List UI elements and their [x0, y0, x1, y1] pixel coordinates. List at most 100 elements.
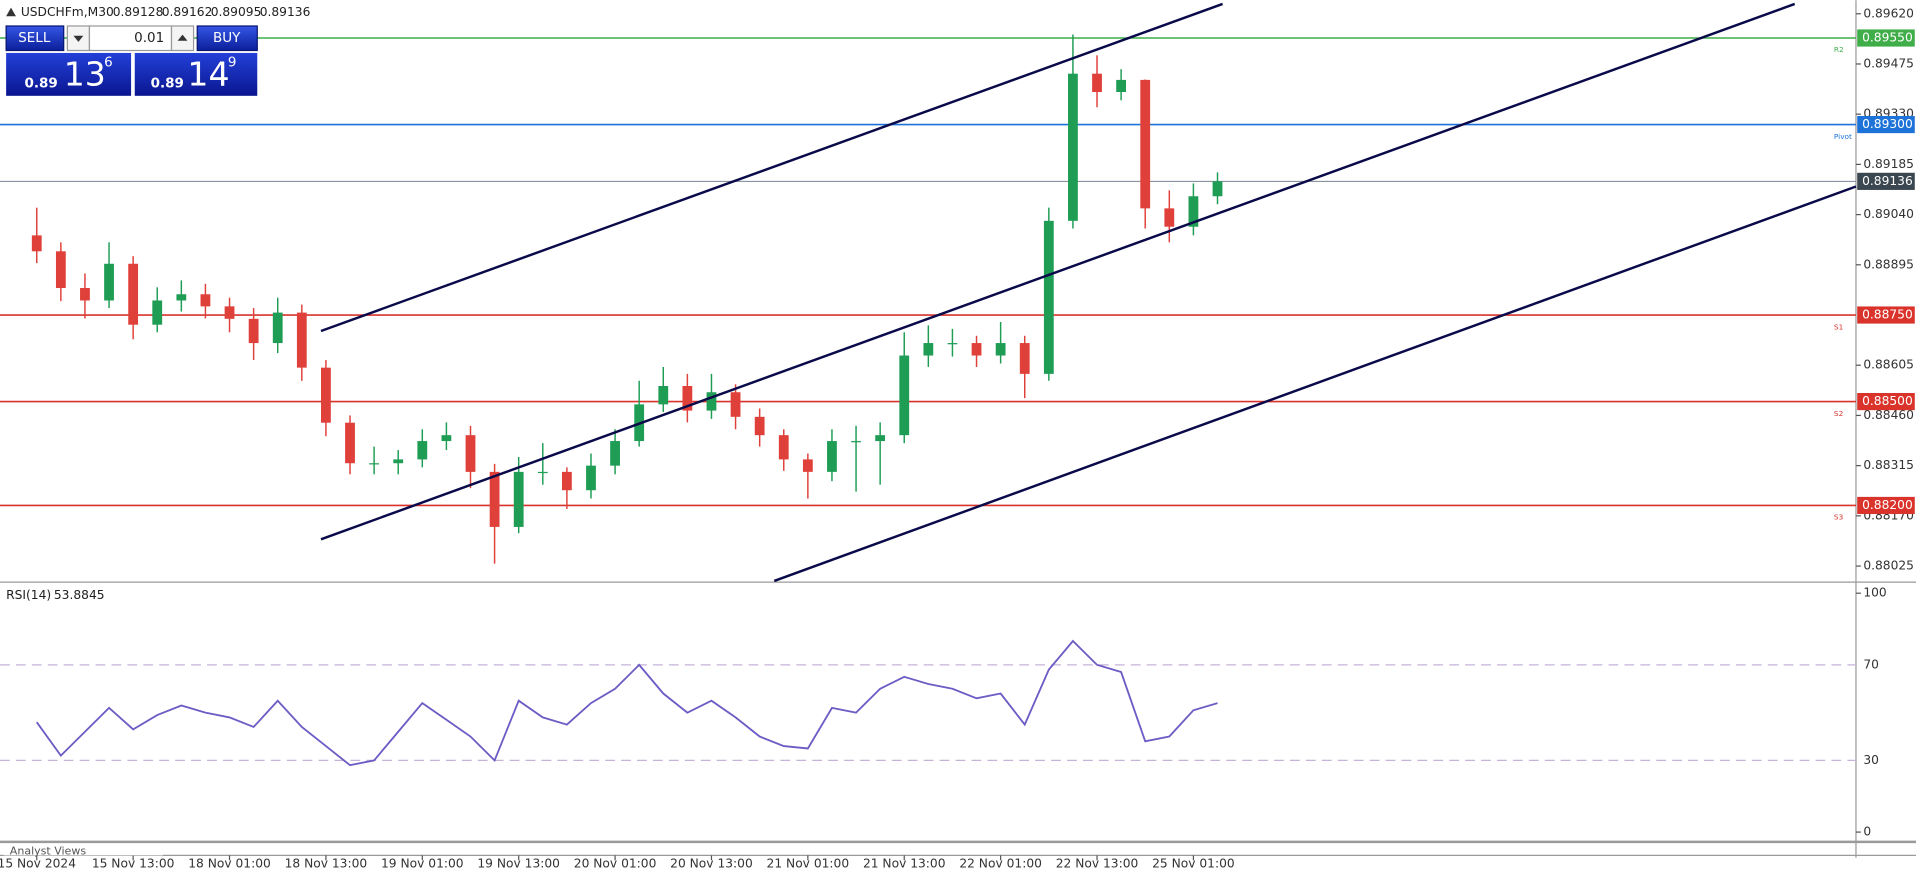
- level-name: S3: [1834, 513, 1844, 522]
- candle-body: [128, 263, 139, 325]
- level-price-label: 0.88750: [1862, 308, 1913, 322]
- candle-body: [152, 300, 163, 325]
- x-tick-label: 18 Nov 01:00: [188, 856, 271, 870]
- y-tick-label: 0.89620: [1863, 6, 1914, 20]
- candle-body: [1116, 79, 1127, 93]
- x-tick-label: 21 Nov 01:00: [767, 856, 850, 870]
- x-tick-label: 20 Nov 13:00: [670, 856, 753, 870]
- y-tick-label: 0.88315: [1863, 458, 1914, 472]
- ask-small: 9: [228, 55, 237, 71]
- level-name: S1: [1834, 322, 1843, 331]
- ask-prefix: 0.89: [151, 76, 184, 92]
- candle-body: [537, 471, 548, 474]
- price-axis: 0.896200.894750.893300.891850.890400.888…: [1855, 6, 1915, 573]
- y-tick-label: 0.89040: [1863, 207, 1914, 221]
- level-name: Pivot: [1834, 132, 1852, 141]
- sell-button[interactable]: [5, 25, 65, 52]
- candle-body: [104, 263, 114, 301]
- candle-body: [345, 422, 355, 464]
- candle-body: [1140, 79, 1151, 209]
- candle-body: [272, 312, 283, 344]
- x-tick-label: 25 Nov 01:00: [1152, 856, 1235, 870]
- candle-body: [176, 294, 187, 301]
- candle-body: [224, 306, 235, 319]
- candle-body: [586, 465, 596, 491]
- candles: [31, 34, 1223, 564]
- x-tick-label: 22 Nov 01:00: [959, 856, 1042, 870]
- rsi-line: [36, 639, 1218, 767]
- candle-body: [802, 459, 813, 472]
- level-price-label: 0.89550: [1862, 31, 1913, 45]
- trendline: [773, 185, 1857, 583]
- symbol: USDCHFm,M30: [21, 5, 114, 19]
- levels: R2 Pivot S1 S2 S3: [0, 37, 1856, 522]
- candle-body: [296, 312, 307, 368]
- arrow-up: [177, 34, 188, 41]
- header-value: 0.89136: [260, 5, 311, 19]
- level-price-label: 0.88500: [1862, 394, 1913, 408]
- rsi-current: 53.8845: [54, 588, 105, 602]
- buy-button[interactable]: [196, 25, 258, 52]
- level-price-box: [1857, 29, 1915, 47]
- candle-body: [1188, 196, 1199, 227]
- candle-body: [610, 441, 620, 466]
- last-price-label: 0.89136: [1862, 174, 1913, 188]
- candle-body: [1019, 343, 1030, 374]
- candle-body: [754, 416, 765, 436]
- footer-tab[interactable]: [3, 845, 163, 856]
- y-tick-label: 0.88895: [1863, 257, 1914, 271]
- sell-label: SELL: [18, 30, 51, 46]
- candle-body: [851, 441, 861, 443]
- bid-big: 13: [64, 55, 106, 94]
- candle-body: [465, 435, 476, 472]
- x-tick-label: 15 Nov 13:00: [92, 856, 175, 870]
- last-price-box: [1857, 172, 1915, 190]
- ask-box[interactable]: [134, 52, 258, 96]
- y-tick-label: 0.88025: [1863, 559, 1914, 573]
- y-tick-label: 0.88460: [1863, 408, 1914, 422]
- bid-small: 6: [104, 55, 113, 71]
- bid-box[interactable]: [6, 52, 132, 96]
- collapse-icon[interactable]: [6, 7, 16, 17]
- rsi-title: RSI(14): [6, 588, 51, 602]
- x-tick-label: 15 Nov 2024: [0, 856, 76, 870]
- footer-label: Analyst Views: [10, 845, 87, 858]
- level-name: R2: [1834, 45, 1844, 54]
- x-tick-label: 19 Nov 01:00: [381, 856, 464, 870]
- x-tick-label: 19 Nov 13:00: [477, 856, 560, 870]
- lot-value: 0.01: [134, 30, 164, 46]
- rsi-tick-label: 100: [1863, 586, 1886, 600]
- x-tick-label: 22 Nov 13:00: [1056, 856, 1139, 870]
- arrow-down: [73, 35, 84, 42]
- level-price-label: 0.89300: [1862, 117, 1913, 131]
- candle-body: [682, 385, 693, 411]
- level-price-box: [1857, 115, 1915, 134]
- candle-body: [971, 343, 982, 356]
- rsi-panel: 100 70 30 0 RSI(14) 53.8845: [0, 586, 1887, 839]
- header-value: 0.89095: [211, 5, 262, 19]
- candle-body: [200, 294, 211, 307]
- level-price-label: 0.88200: [1862, 498, 1913, 512]
- candle-body: [80, 288, 90, 301]
- candle-body: [1212, 181, 1223, 197]
- candle-body: [561, 471, 572, 491]
- time-axis: 15 Nov 2024 15 Nov 13:00 18 Nov 01:00 18 No…: [0, 855, 1235, 870]
- candle-body: [827, 441, 837, 472]
- y-tick-label: 0.89185: [1863, 157, 1914, 171]
- bid-prefix: 0.89: [25, 76, 58, 92]
- lot-input[interactable]: [88, 25, 173, 52]
- ask-big: 14: [187, 55, 229, 94]
- candle-body: [513, 471, 524, 527]
- candle-body: [995, 343, 1006, 356]
- x-tick-label: 20 Nov 01:00: [574, 856, 657, 870]
- trendline: [320, 2, 1224, 333]
- candle-body: [1092, 73, 1102, 93]
- candle-body: [31, 235, 42, 252]
- rsi-tick-label: 30: [1863, 753, 1879, 767]
- candle-body: [1043, 220, 1054, 374]
- candle-body: [658, 385, 669, 405]
